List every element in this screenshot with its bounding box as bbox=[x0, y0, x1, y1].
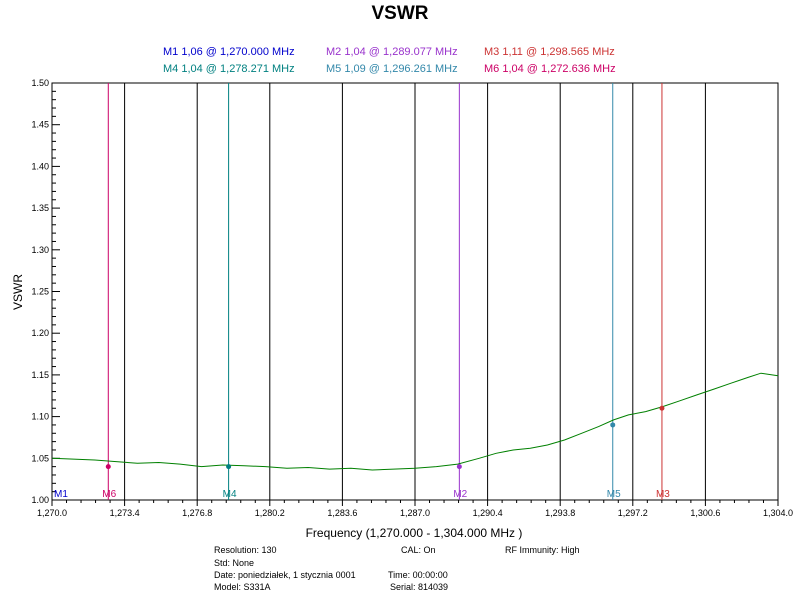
legend-entry-m6: M6 1,04 @ 1,272.636 MHz bbox=[484, 63, 616, 75]
vswr-trace bbox=[51, 372, 779, 471]
marker-point-m6 bbox=[105, 464, 111, 470]
legend-entry-m1: M1 1,06 @ 1,270.000 MHz bbox=[163, 46, 295, 58]
marker-label-m3: M3 bbox=[656, 489, 670, 500]
y-tick-label: 1.30 bbox=[31, 245, 49, 255]
x-tick-label: 1,283.6 bbox=[327, 508, 357, 518]
y-tick-label: 1.35 bbox=[31, 203, 49, 213]
x-tick-label: 1,304.0 bbox=[763, 508, 793, 518]
footer-info: Resolution: 130 Std: None Date: poniedzi… bbox=[214, 545, 580, 592]
y-tick-label: 1.45 bbox=[31, 120, 49, 130]
marker-point-m3 bbox=[659, 405, 665, 411]
marker-label-m2: M2 bbox=[453, 489, 467, 500]
footer-time: Time: 00:00:00 bbox=[388, 570, 448, 580]
x-tick-label: 1,293.8 bbox=[545, 508, 575, 518]
x-tick-label: 1,270.0 bbox=[37, 508, 67, 518]
legend-entry-m2: M2 1,04 @ 1,289.077 MHz bbox=[326, 46, 458, 58]
footer-resolution: Resolution: 130 bbox=[214, 545, 277, 555]
chart-title: VSWR bbox=[372, 3, 429, 24]
y-axis-label: VSWR bbox=[11, 274, 25, 310]
y-tick-label: 1.25 bbox=[31, 287, 49, 297]
marker-point-m2 bbox=[456, 464, 462, 470]
footer-rf-immunity: RF Immunity: High bbox=[505, 545, 580, 555]
footer-serial: Serial: 814039 bbox=[390, 582, 448, 592]
marker-point-m5 bbox=[610, 422, 616, 428]
legend-entry-m4: M4 1,04 @ 1,278.271 MHz bbox=[163, 63, 295, 75]
marker-legend: M1 1,06 @ 1,270.000 MHz M2 1,04 @ 1,289.0… bbox=[163, 46, 616, 75]
y-tick-label: 1.10 bbox=[31, 412, 49, 422]
marker-point-m4 bbox=[226, 464, 232, 470]
x-tick-label: 1,287.0 bbox=[400, 508, 430, 518]
marker-label-m1: M1 bbox=[54, 489, 68, 500]
x-tick-label: 1,300.6 bbox=[690, 508, 720, 518]
x-axis-label: Frequency (1,270.000 - 1,304.000 MHz ) bbox=[306, 526, 523, 540]
x-tick-label: 1,273.4 bbox=[110, 508, 140, 518]
y-tick-label: 1.40 bbox=[31, 161, 49, 171]
x-tick-label: 1,280.2 bbox=[255, 508, 285, 518]
legend-entry-m5: M5 1,09 @ 1,296.261 MHz bbox=[326, 63, 458, 75]
marker-label-m4: M4 bbox=[223, 489, 237, 500]
y-tick-label: 1.00 bbox=[31, 495, 49, 505]
footer-model: Model: S331A bbox=[214, 582, 271, 592]
footer-cal: CAL: On bbox=[401, 545, 436, 555]
plot-area: 1,270.0 1,273.4 1,276.8 1,280.2 1,283.6 1,287… bbox=[31, 78, 793, 518]
footer-std: Std: None bbox=[214, 558, 254, 568]
marker-label-m6: M6 bbox=[102, 489, 116, 500]
footer-date: Date: poniedziałek, 1 stycznia 0001 bbox=[214, 570, 356, 580]
y-tick-label: 1.05 bbox=[31, 453, 49, 463]
y-tick-label: 1.20 bbox=[31, 328, 49, 338]
y-tick-label: 1.15 bbox=[31, 370, 49, 380]
legend-entry-m3: M3 1,11 @ 1,298.565 MHz bbox=[484, 46, 615, 58]
x-tick-label: 1,276.8 bbox=[182, 508, 212, 518]
x-tick-label: 1,290.4 bbox=[473, 508, 503, 518]
x-tick-label: 1,297.2 bbox=[618, 508, 648, 518]
y-tick-label: 1.50 bbox=[31, 78, 49, 88]
marker-label-m5: M5 bbox=[607, 489, 621, 500]
